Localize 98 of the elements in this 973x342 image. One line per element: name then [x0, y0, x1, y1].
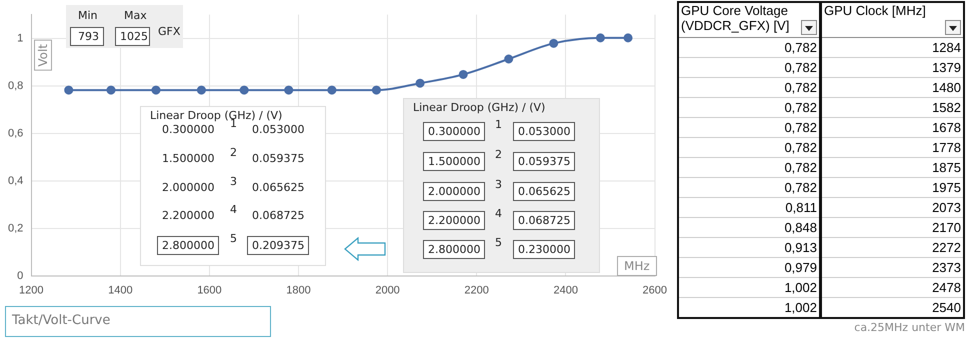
point — [64, 86, 74, 95]
x-tick-label: 2600 — [642, 284, 668, 296]
text: 1284 — [820, 38, 964, 58]
text: 0,782 — [678, 138, 820, 158]
text: 1582 — [820, 98, 964, 118]
text: 1379 — [820, 58, 964, 78]
point — [106, 86, 116, 95]
annotation: 1.500000 — [161, 151, 216, 167]
point — [549, 38, 558, 48]
text: 0,782 — [678, 38, 820, 58]
annotation: 0.068725 — [513, 211, 575, 230]
text: Takt/Volt-Curve — [5, 306, 271, 337]
annotation: 1025 — [115, 27, 150, 46]
point — [196, 86, 206, 95]
text: 1975 — [820, 178, 964, 198]
point — [327, 86, 336, 95]
annotation: 1 — [495, 118, 502, 131]
annotation: 2 — [495, 148, 502, 161]
annotation: 0.059375 — [251, 151, 306, 167]
text: 2170 — [820, 218, 964, 238]
y-tick-label: 0,4 — [8, 174, 24, 187]
annotation: 4 — [230, 203, 237, 216]
annotation: 0.065625 — [251, 180, 306, 196]
annotation: 0.053000 — [513, 122, 575, 141]
point — [504, 54, 514, 64]
annotation: 0.300000 — [423, 122, 485, 141]
text: 0,782 — [678, 158, 820, 178]
annotation: GFX — [158, 25, 180, 38]
annotation: 5 — [495, 236, 502, 249]
text: 1875 — [820, 158, 964, 178]
x-tick-label: 2000 — [375, 284, 400, 296]
annotation: 793 — [70, 27, 104, 46]
text: 1,002 — [678, 278, 820, 298]
annotation: 2.800000 — [423, 240, 485, 259]
point — [624, 33, 633, 42]
annotation: 0.059375 — [513, 152, 575, 171]
annotation: 4 — [495, 207, 502, 220]
text: 0,782 — [678, 118, 820, 138]
annotation: 2.200000 — [423, 211, 485, 230]
point — [416, 78, 425, 88]
annotation: Max — [124, 9, 147, 22]
text: ca.25MHz unter WM — [854, 321, 965, 334]
annotation: Min — [78, 9, 98, 22]
text: 2478 — [820, 278, 964, 298]
text: 0,782 — [678, 58, 820, 78]
text: 1,002 — [678, 298, 820, 318]
y-axis-title: Volt — [34, 40, 52, 71]
text: GPU Clock [MHz] — [824, 3, 926, 18]
y-tick-label: 1 — [17, 32, 24, 44]
annotation: 3 — [230, 175, 237, 188]
annotation: 2 — [230, 146, 237, 159]
annotation: 0.300000 — [161, 122, 216, 138]
annotation: 0.230000 — [513, 240, 575, 259]
x-tick-label: 2400 — [553, 284, 578, 296]
annotation: 1.500000 — [423, 152, 485, 171]
annotation: 2.000000 — [423, 182, 485, 201]
point — [458, 70, 468, 79]
text: 2540 — [820, 298, 964, 318]
point — [372, 86, 381, 95]
text: 2073 — [820, 198, 964, 218]
x-tick-label: 1400 — [108, 284, 133, 296]
annotation: 0.209375 — [247, 236, 309, 255]
annotation: 5 — [230, 232, 237, 245]
text: 0,782 — [678, 178, 820, 198]
text: 0,979 — [678, 258, 820, 278]
annotation: Linear Droop (GHz) / (V) — [148, 109, 284, 122]
text: 0,811 — [678, 198, 820, 218]
text: 0,782 — [678, 98, 820, 118]
text: 2272 — [820, 238, 964, 258]
annotation: Linear Droop (GHz) / (V) — [411, 101, 548, 114]
point — [596, 33, 605, 42]
x-tick-label: 1800 — [286, 284, 311, 296]
annotation: 2.200000 — [161, 208, 216, 224]
y-tick-label: 0,2 — [8, 222, 24, 234]
text: GPU Core Voltage (VDDCR_GFX) [V] — [681, 3, 790, 33]
y-tick-label: 0,6 — [8, 127, 24, 140]
annotation: 0.065625 — [513, 182, 575, 201]
annotation: 2.800000 — [157, 236, 219, 255]
text: 2373 — [820, 258, 964, 278]
y-tick-label: 0,8 — [8, 80, 24, 92]
x-tick-label: 1600 — [197, 284, 222, 296]
text: 1778 — [820, 138, 964, 158]
annotation: 0.053000 — [251, 122, 306, 138]
text: 1480 — [820, 78, 964, 98]
text: 0,848 — [678, 218, 820, 238]
point — [240, 86, 249, 95]
text: 0,782 — [678, 78, 820, 98]
x-tick-label: 1200 — [19, 284, 44, 296]
text: 0,913 — [678, 238, 820, 258]
x-axis-title: MHz — [617, 256, 657, 276]
y-tick-label: 0 — [17, 270, 24, 282]
point — [151, 86, 160, 95]
annotation: 3 — [495, 178, 502, 191]
point — [284, 86, 294, 95]
annotation: 2.000000 — [161, 180, 216, 196]
text: 1678 — [820, 118, 964, 138]
annotation: 0.068725 — [251, 208, 306, 224]
x-tick-label: 2200 — [464, 284, 489, 296]
